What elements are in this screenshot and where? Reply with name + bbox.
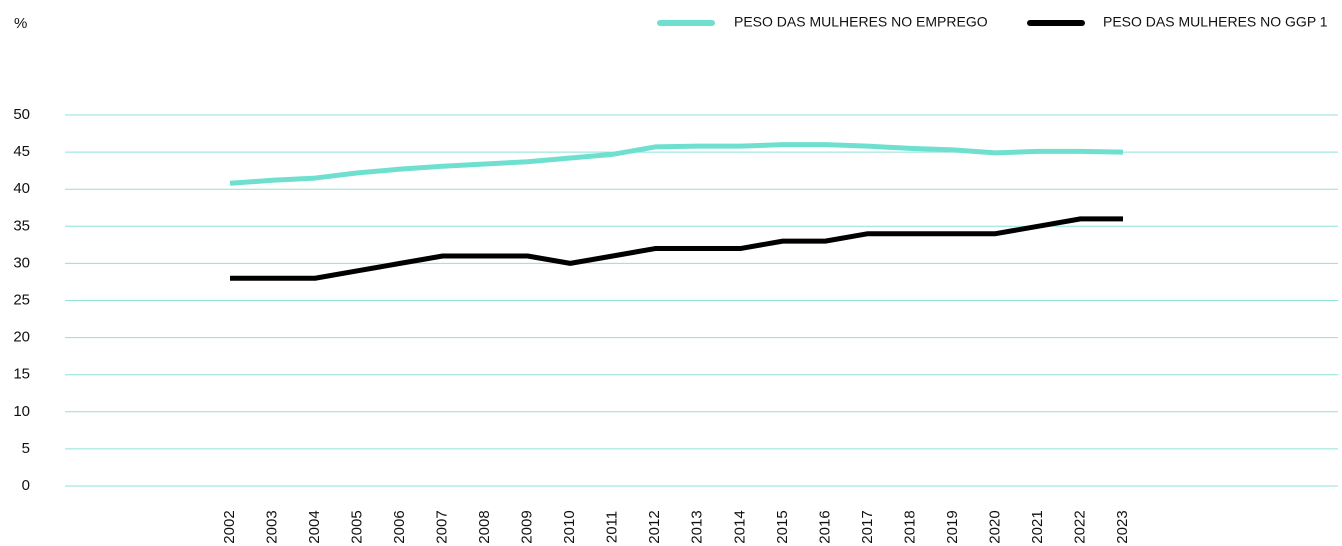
- x-tick-label: 2018: [901, 510, 918, 543]
- x-tick-label: 2010: [561, 510, 578, 543]
- y-tick-label: 20: [13, 329, 30, 346]
- x-tick-label: 2008: [476, 510, 493, 543]
- x-tick-label: 2009: [519, 510, 536, 543]
- x-tick-label: 2003: [263, 510, 280, 543]
- y-tick-label: 50: [13, 106, 30, 123]
- y-tick-label: 25: [13, 291, 30, 308]
- y-tick-label: 35: [13, 217, 30, 234]
- x-tick-label: 2013: [689, 510, 706, 543]
- legend-label: PESO DAS MULHERES NO GGP 1: [1103, 14, 1328, 30]
- y-tick-label: 30: [13, 254, 30, 271]
- x-tick-label: 2012: [646, 510, 663, 543]
- line-series: [230, 216, 1123, 281]
- legend-label: PESO DAS MULHERES NO EMPREGO: [734, 14, 988, 30]
- line-series: [229, 142, 1124, 186]
- x-tick-label: 2004: [306, 510, 323, 543]
- x-tick-label: 2021: [1029, 510, 1046, 543]
- y-axis-label: %: [14, 15, 27, 32]
- y-tick-label: 0: [22, 477, 30, 494]
- y-tick-label: 40: [13, 180, 30, 197]
- x-tick-label: 2022: [1071, 510, 1088, 543]
- y-tick-label: 45: [13, 143, 30, 160]
- y-tick-label: 10: [13, 403, 30, 420]
- x-tick-label: 2007: [434, 510, 451, 543]
- x-tick-label: 2016: [816, 510, 833, 543]
- x-tick-label: 2005: [349, 510, 366, 543]
- x-tick-label: 2020: [986, 510, 1003, 543]
- x-tick-label: 2023: [1114, 510, 1131, 543]
- x-tick-label: 2002: [221, 510, 238, 543]
- y-tick-label: 5: [22, 440, 30, 457]
- x-tick-label: 2014: [731, 510, 748, 543]
- x-tick-label: 2019: [944, 510, 961, 543]
- x-tick-label: 2006: [391, 510, 408, 543]
- y-tick-label: 15: [13, 366, 30, 383]
- x-tick-label: 2015: [774, 510, 791, 543]
- x-tick-label: 2017: [859, 510, 876, 543]
- x-tick-label: 2011: [604, 511, 621, 543]
